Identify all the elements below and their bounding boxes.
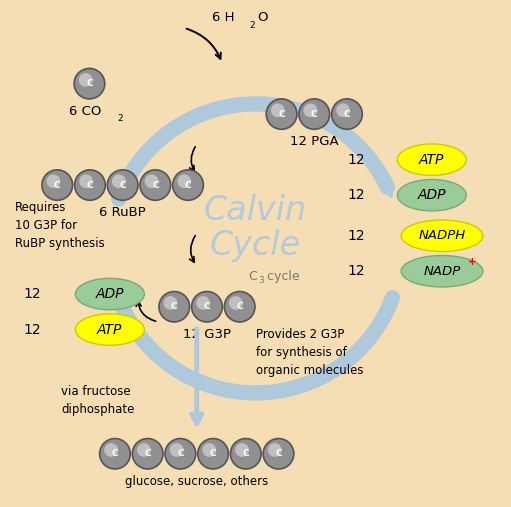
Text: cycle: cycle bbox=[263, 270, 300, 283]
Text: NADPH: NADPH bbox=[419, 229, 466, 242]
Circle shape bbox=[173, 170, 203, 200]
Text: C: C bbox=[145, 449, 151, 458]
Circle shape bbox=[112, 174, 126, 188]
Text: 12 PGA: 12 PGA bbox=[290, 135, 339, 149]
Circle shape bbox=[79, 73, 92, 87]
Text: 12: 12 bbox=[348, 188, 365, 202]
Ellipse shape bbox=[401, 220, 483, 251]
Text: C: C bbox=[278, 110, 285, 119]
Text: C: C bbox=[237, 302, 243, 311]
Circle shape bbox=[192, 292, 222, 322]
Text: C: C bbox=[87, 180, 93, 190]
Text: C: C bbox=[152, 180, 158, 190]
Text: glucose, sucrose, others: glucose, sucrose, others bbox=[125, 475, 268, 488]
Text: ADP: ADP bbox=[417, 188, 446, 202]
Text: 12: 12 bbox=[24, 322, 41, 337]
Circle shape bbox=[230, 439, 261, 469]
Circle shape bbox=[79, 174, 93, 188]
Text: C: C bbox=[177, 449, 183, 458]
Text: 6 CO: 6 CO bbox=[69, 105, 101, 118]
Circle shape bbox=[159, 292, 190, 322]
Circle shape bbox=[271, 103, 285, 117]
Circle shape bbox=[47, 174, 60, 188]
Text: Requires
10 G3P for
RuBP synthesis: Requires 10 G3P for RuBP synthesis bbox=[15, 201, 105, 250]
Text: 12: 12 bbox=[348, 153, 365, 167]
Text: Calvin: Calvin bbox=[204, 194, 307, 227]
Circle shape bbox=[75, 170, 105, 200]
Text: C: C bbox=[204, 302, 210, 311]
Circle shape bbox=[170, 443, 183, 457]
Circle shape bbox=[145, 174, 158, 188]
Circle shape bbox=[235, 443, 249, 457]
Circle shape bbox=[137, 443, 151, 457]
Text: via fructose
diphosphate: via fructose diphosphate bbox=[61, 385, 135, 416]
Circle shape bbox=[100, 439, 130, 469]
Text: C: C bbox=[171, 302, 177, 311]
Text: ADP: ADP bbox=[96, 287, 124, 301]
Text: C: C bbox=[120, 180, 126, 190]
Ellipse shape bbox=[76, 314, 145, 345]
Circle shape bbox=[268, 443, 282, 457]
Circle shape bbox=[299, 99, 330, 129]
Text: 12 G3P: 12 G3P bbox=[183, 328, 231, 341]
Text: 12: 12 bbox=[348, 264, 365, 278]
Text: C: C bbox=[112, 449, 118, 458]
Text: C: C bbox=[185, 180, 191, 190]
Text: 3: 3 bbox=[258, 276, 264, 285]
Circle shape bbox=[164, 296, 177, 310]
Text: 6 H: 6 H bbox=[212, 11, 235, 24]
Text: C: C bbox=[210, 449, 216, 458]
Circle shape bbox=[42, 170, 73, 200]
Text: ATP: ATP bbox=[97, 322, 123, 337]
Text: C: C bbox=[54, 180, 60, 190]
Text: C: C bbox=[344, 110, 350, 119]
Text: ATP: ATP bbox=[419, 153, 445, 167]
Ellipse shape bbox=[398, 179, 466, 211]
Text: 12: 12 bbox=[348, 229, 365, 243]
Circle shape bbox=[177, 174, 191, 188]
Text: 2: 2 bbox=[118, 114, 123, 123]
Text: C: C bbox=[243, 449, 249, 458]
Circle shape bbox=[198, 439, 228, 469]
Text: C: C bbox=[86, 79, 92, 88]
Circle shape bbox=[224, 292, 255, 322]
Text: C: C bbox=[248, 270, 257, 283]
Text: +: + bbox=[468, 258, 477, 268]
Circle shape bbox=[229, 296, 243, 310]
Text: C: C bbox=[311, 110, 317, 119]
Circle shape bbox=[140, 170, 171, 200]
Ellipse shape bbox=[76, 278, 145, 310]
Text: 6 RuBP: 6 RuBP bbox=[99, 206, 146, 220]
Text: O: O bbox=[258, 11, 268, 24]
Circle shape bbox=[202, 443, 216, 457]
Text: C: C bbox=[275, 449, 282, 458]
Circle shape bbox=[263, 439, 294, 469]
Circle shape bbox=[336, 103, 350, 117]
Text: Provides 2 G3P
for synthesis of
organic molecules: Provides 2 G3P for synthesis of organic … bbox=[256, 328, 363, 377]
Circle shape bbox=[332, 99, 362, 129]
Circle shape bbox=[104, 443, 118, 457]
Circle shape bbox=[74, 68, 105, 99]
Text: Cycle: Cycle bbox=[210, 229, 301, 263]
Ellipse shape bbox=[398, 144, 466, 175]
Ellipse shape bbox=[401, 256, 483, 287]
Circle shape bbox=[107, 170, 138, 200]
Circle shape bbox=[266, 99, 297, 129]
Circle shape bbox=[196, 296, 210, 310]
Circle shape bbox=[165, 439, 196, 469]
Text: 12: 12 bbox=[24, 287, 41, 301]
Text: 2: 2 bbox=[249, 21, 255, 30]
Text: NADP: NADP bbox=[424, 265, 460, 278]
Circle shape bbox=[304, 103, 317, 117]
Circle shape bbox=[132, 439, 163, 469]
